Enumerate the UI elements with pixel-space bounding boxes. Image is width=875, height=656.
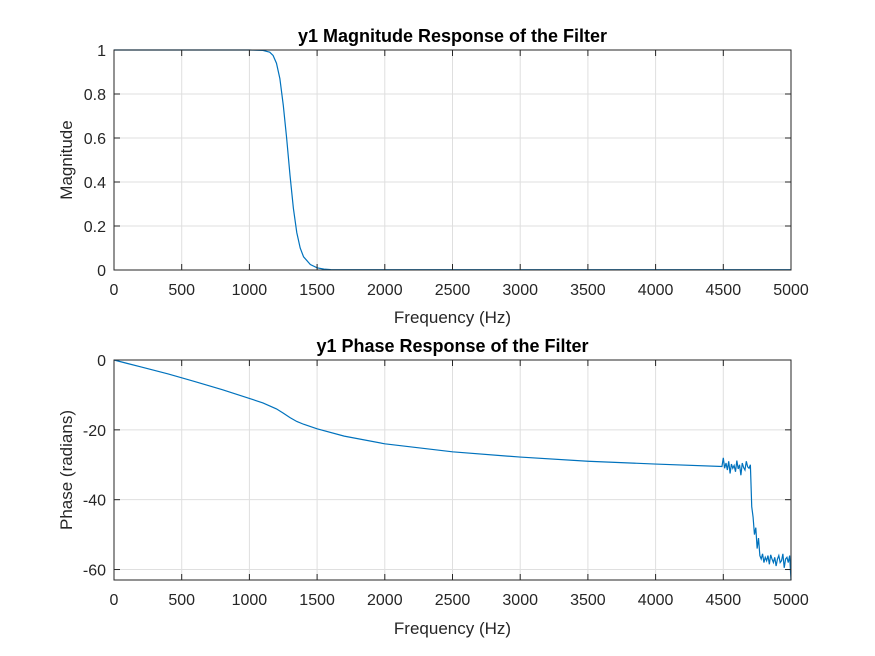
magnitude-x-tick-label: 5000 [773, 282, 809, 299]
phase-y-axis-label: Phase (radians) [57, 410, 76, 530]
phase-x-tick-label: 1500 [299, 592, 335, 609]
magnitude-y-tick-label: 0.2 [84, 219, 106, 236]
phase-x-tick-label: 2000 [367, 592, 403, 609]
magnitude-axes: 0 500 1000 1500 2000 2500 3000 3500 4000 4500 5000… [57, 26, 809, 327]
magnitude-x-tick-label: 1000 [232, 282, 268, 299]
magnitude-ticks: 0 500 1000 1500 2000 2500 3000 3500 4000 4500 5000… [84, 43, 809, 299]
magnitude-chart-title: y1 Magnitude Response of the Filter [298, 26, 607, 46]
magnitude-x-tick-label: 4500 [706, 282, 742, 299]
phase-x-tick-label: 1000 [232, 592, 268, 609]
magnitude-x-tick-label: 3000 [502, 282, 538, 299]
phase-x-tick-label: 4000 [638, 592, 674, 609]
magnitude-y-tick-label: 0.8 [84, 87, 106, 104]
phase-chart-title: y1 Phase Response of the Filter [316, 336, 588, 356]
phase-series-line [113, 359, 792, 581]
phase-x-tick-label: 0 [110, 592, 119, 609]
magnitude-x-axis-label: Frequency (Hz) [394, 308, 511, 327]
phase-x-tick-label: 5000 [773, 592, 809, 609]
magnitude-x-tick-label: 1500 [299, 282, 335, 299]
magnitude-x-tick-label: 500 [168, 282, 195, 299]
phase-x-tick-label: 2500 [435, 592, 471, 609]
phase-x-tick-label: 4500 [706, 592, 742, 609]
magnitude-x-tick-label: 4000 [638, 282, 674, 299]
magnitude-y-axis-label: Magnitude [57, 120, 76, 199]
magnitude-x-tick-label: 0 [110, 282, 119, 299]
phase-y-tick-label: -20 [83, 423, 106, 440]
magnitude-y-tick-label: 0.4 [84, 175, 106, 192]
magnitude-x-tick-label: 2500 [435, 282, 471, 299]
phase-x-tick-label: 3500 [570, 592, 606, 609]
phase-y-tick-label: 0 [97, 353, 106, 370]
magnitude-y-tick-label: 1 [97, 43, 106, 60]
magnitude-y-tick-label: 0.6 [84, 131, 106, 148]
phase-x-axis-label: Frequency (Hz) [394, 619, 511, 638]
magnitude-y-tick-label: 0 [97, 263, 106, 280]
phase-y-tick-label: -60 [83, 563, 106, 580]
phase-x-tick-label: 500 [168, 592, 195, 609]
phase-axes: 0 500 1000 1500 2000 2500 3000 3500 4000 4500 5000… [57, 336, 809, 638]
phase-ticks: 0 500 1000 1500 2000 2500 3000 3500 4000 4500 5000… [83, 353, 809, 609]
phase-x-tick-label: 3000 [502, 592, 538, 609]
magnitude-x-tick-label: 3500 [570, 282, 606, 299]
magnitude-x-tick-label: 2000 [367, 282, 403, 299]
phase-y-tick-label: -40 [83, 493, 106, 510]
